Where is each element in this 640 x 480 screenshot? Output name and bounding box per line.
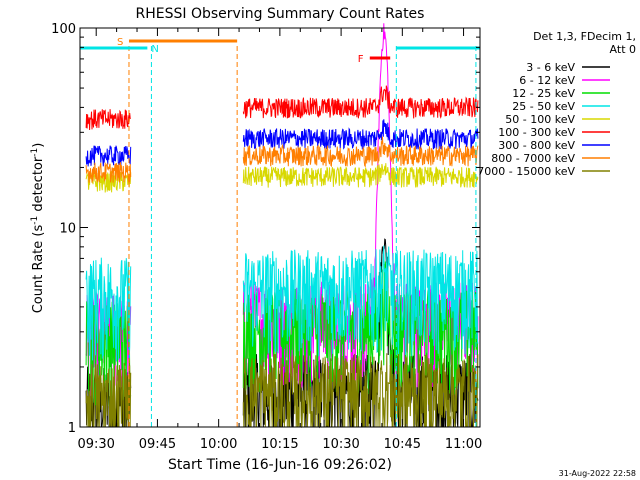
series-line-2-seg0 (85, 301, 132, 407)
y-axis-label-main: Count Rate (s (31, 225, 46, 314)
series-line-4-seg1 (242, 163, 479, 188)
series-6 (85, 119, 479, 167)
x-tick-label-0: 09:30 (77, 437, 114, 452)
flare-label: F (358, 54, 364, 65)
legend-label-4: 50 - 100 keV (505, 113, 575, 126)
series-line-3-seg1 (242, 245, 479, 357)
x-tick-label-3: 10:15 (261, 437, 298, 452)
y-tick-label-1: 10 (59, 222, 76, 237)
series-3 (85, 245, 479, 362)
night-label: N (151, 44, 158, 55)
series-5 (85, 85, 479, 131)
series-line-5-seg0 (85, 109, 131, 131)
y-axis-label-end: ) (31, 143, 46, 148)
legend-label-2: 12 - 25 keV (512, 87, 575, 100)
series-line-6-seg1 (242, 119, 479, 150)
series-line-7-seg1 (242, 136, 479, 168)
series-line-6-seg0 (85, 145, 132, 167)
series-2 (85, 261, 479, 407)
y-axis-label-mid: detector (31, 156, 46, 216)
legend-header-line1: Det 1,3, FDecim 1, (533, 30, 636, 43)
x-tick-label-1: 09:45 (139, 437, 176, 452)
y-axis-label: Count Rate (s-1 detector-1) (30, 143, 46, 314)
legend-label-8: 7000 - 15000 keV (477, 165, 575, 178)
y-axis-label-sup2: -1 (30, 148, 40, 157)
x-axis-label: Start Time (16-Jun-16 09:26:02) (168, 457, 392, 473)
series-line-8-seg1 (242, 353, 479, 428)
legend-label-6: 300 - 800 keV (498, 139, 575, 152)
legend-label-5: 100 - 300 keV (498, 126, 575, 139)
plot-area: S N F (80, 23, 480, 429)
legend-label-7: 800 - 7000 keV (491, 152, 575, 165)
y-tick-label-2: 100 (51, 22, 76, 37)
x-tick-label-5: 10:45 (384, 437, 421, 452)
legend-label-3: 25 - 50 keV (512, 100, 575, 113)
x-tick-label-6: 11:00 (445, 437, 482, 452)
series-line-7-seg0 (85, 162, 132, 183)
series-line-3-seg0 (85, 257, 132, 362)
legend-header-line2: Att 0 (610, 43, 636, 56)
legend-label-1: 6 - 12 keV (519, 74, 575, 87)
y-axis-label-sup1: -1 (30, 216, 40, 225)
axes: 1 10 100 09:30 09:45 10:00 10:15 10:30 10:45 11:0… (51, 22, 482, 452)
series-line-5-seg1 (242, 85, 479, 119)
x-tick-label-4: 10:30 (322, 437, 359, 452)
x-tick-label-2: 10:00 (200, 437, 237, 452)
saa-label: S (117, 37, 123, 48)
y-tick-label-0: 1 (68, 421, 76, 436)
series-7 (85, 136, 479, 183)
chart-title: RHESSI Observing Summary Count Rates (136, 6, 425, 22)
series-line-2-seg1 (242, 261, 479, 396)
timestamp: 31-Aug-2022 22:58 (559, 469, 636, 478)
legend-label-0: 3 - 6 keV (526, 61, 575, 74)
